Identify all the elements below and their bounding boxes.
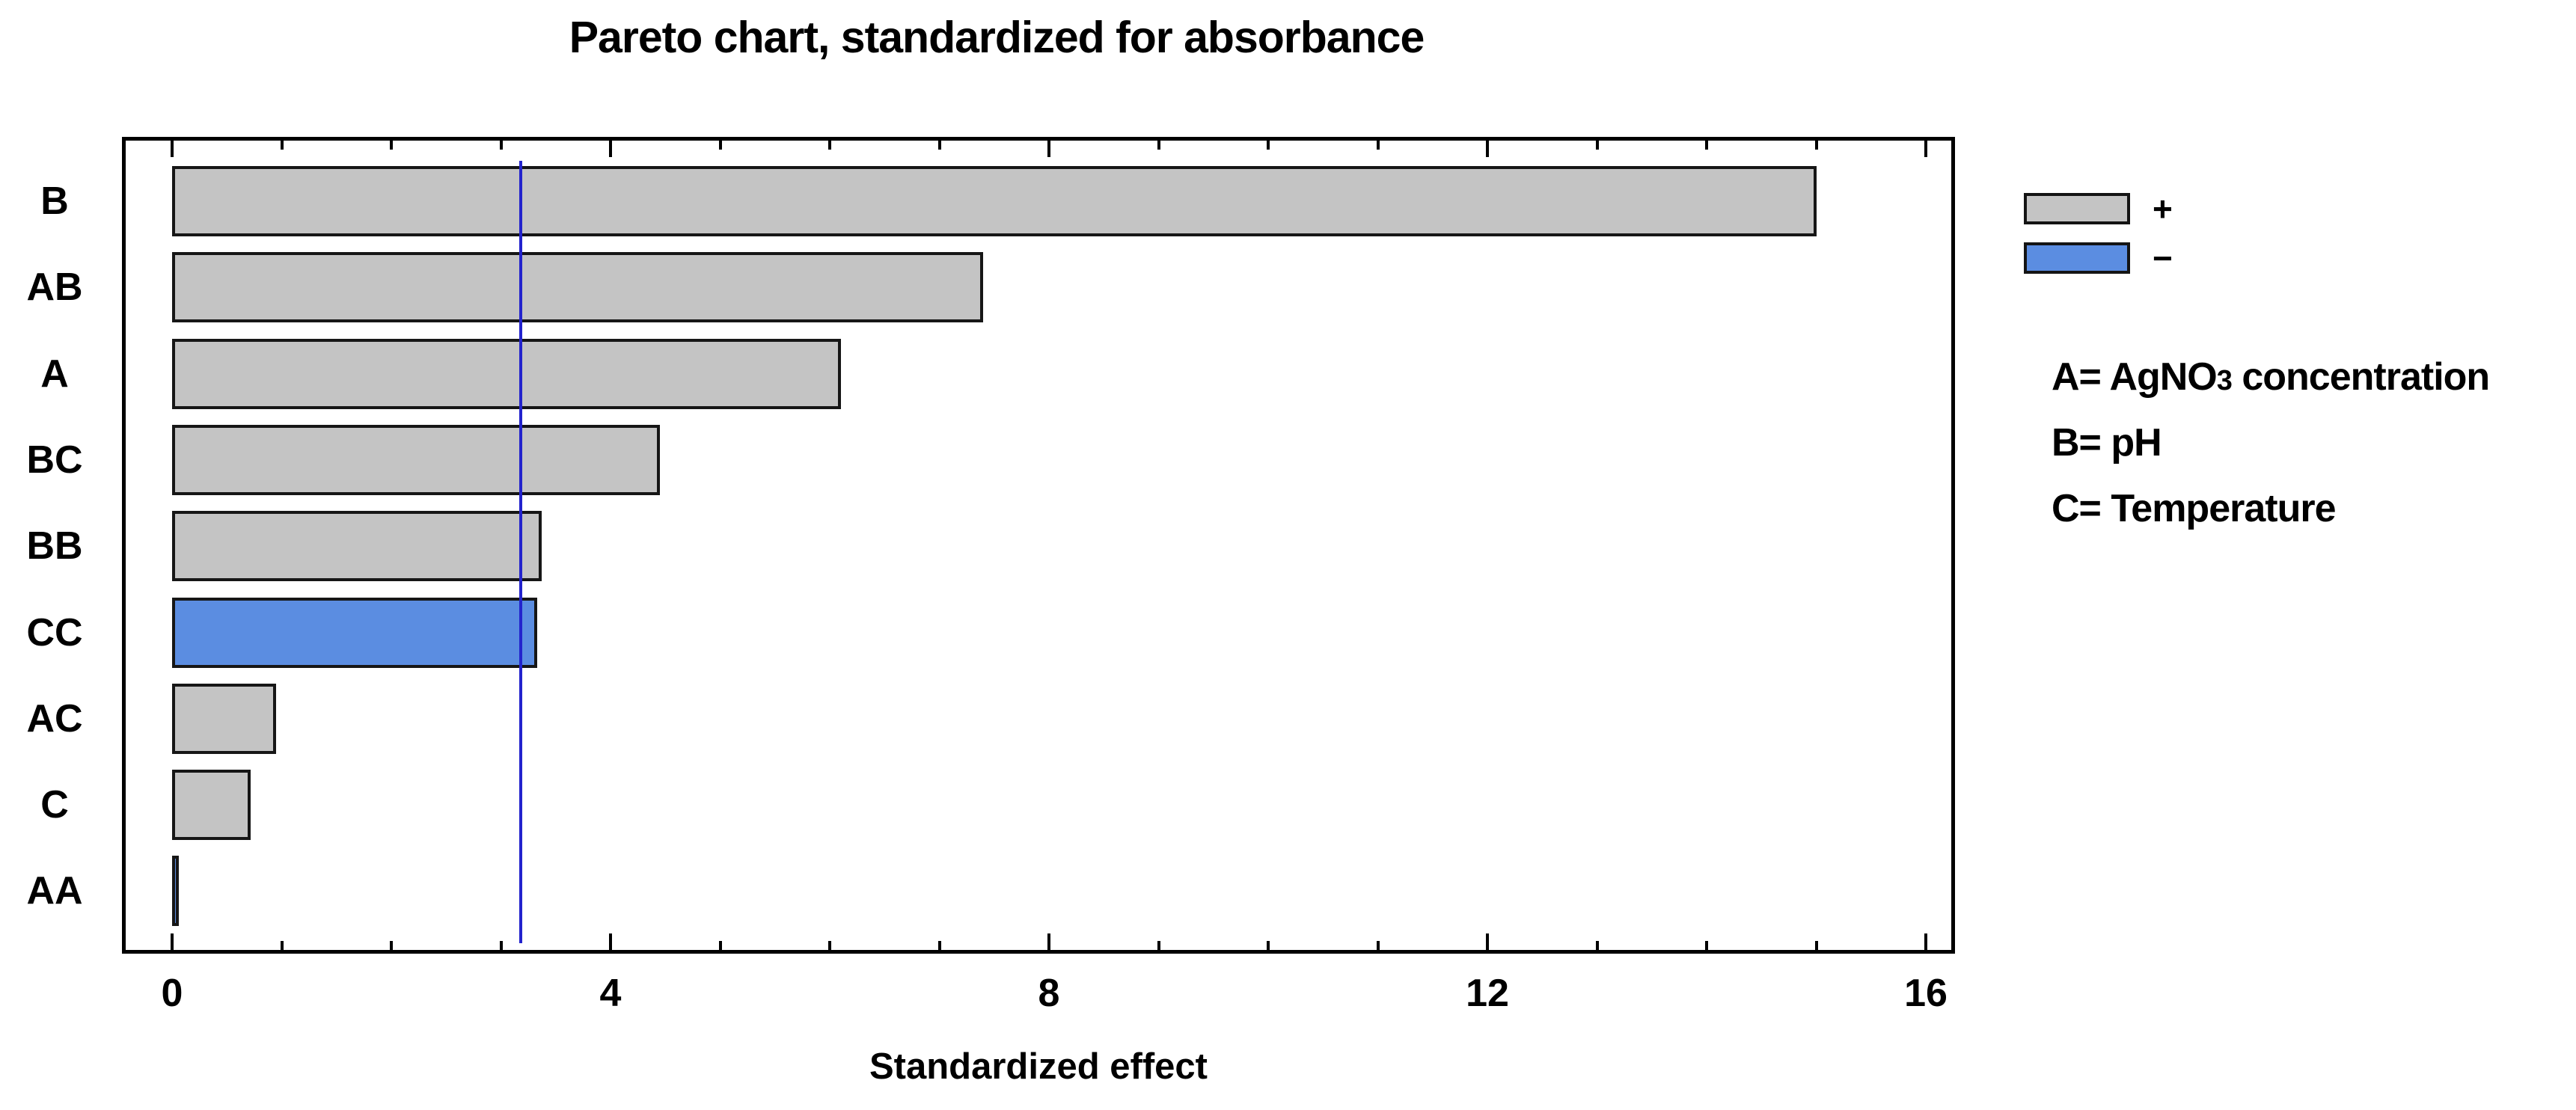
x-minor-tick [718, 141, 722, 150]
critical-value-line [518, 161, 522, 943]
x-major-tick [1486, 141, 1489, 157]
factor-key-b: B= pH [2052, 421, 2162, 464]
x-minor-tick [937, 941, 941, 950]
x-minor-tick [1814, 941, 1818, 950]
x-minor-tick [1705, 941, 1708, 950]
x-minor-tick [1157, 141, 1160, 150]
x-major-tick [1047, 141, 1050, 157]
x-minor-tick [1595, 941, 1599, 950]
x-axis-title: Standardized effect [869, 1046, 1208, 1087]
x-minor-tick [1595, 141, 1599, 150]
y-category-label-C: C [40, 783, 69, 827]
x-tick-label: 16 [1904, 972, 1948, 1015]
chart-title: Pareto chart, standardized for absorbanc… [569, 13, 1425, 62]
bar-BB [172, 511, 542, 582]
factor-a-subscript: 3 [2216, 365, 2233, 396]
legend-item-positive: + [2024, 189, 2173, 228]
x-minor-tick [499, 141, 503, 150]
minus-sign-label: − [2153, 239, 2173, 278]
bar-BC [172, 424, 660, 495]
y-category-label-A: A [40, 352, 69, 396]
x-minor-tick [718, 941, 722, 950]
x-major-tick [1486, 933, 1489, 950]
x-minor-tick [1814, 141, 1818, 150]
y-category-label-BC: BC [26, 438, 83, 482]
x-minor-tick [1376, 941, 1380, 950]
bar-AA [172, 856, 179, 927]
x-minor-tick [1157, 941, 1160, 950]
x-tick-label: 0 [161, 972, 183, 1015]
x-major-tick [1047, 933, 1050, 950]
x-major-tick [609, 933, 612, 950]
x-major-tick [171, 141, 174, 157]
bar-A [172, 338, 841, 409]
factor-a-suffix: concentration [2231, 355, 2490, 399]
y-category-label-AA: AA [26, 869, 83, 913]
x-major-tick [1924, 141, 1927, 157]
y-category-label-AC: AC [26, 696, 83, 740]
x-minor-tick [390, 141, 393, 150]
plus-sign-label: + [2153, 189, 2173, 228]
y-category-label-AB: AB [26, 266, 83, 310]
bar-B [172, 166, 1817, 236]
x-minor-tick [280, 941, 284, 950]
x-minor-tick [1267, 141, 1270, 150]
x-tick-label: 4 [599, 972, 622, 1015]
x-minor-tick [1376, 141, 1380, 150]
positive-effect-swatch [2024, 193, 2130, 224]
bar-CC [172, 597, 537, 668]
x-minor-tick [1705, 141, 1708, 150]
x-minor-tick [828, 141, 831, 150]
factor-key-c: C= Temperature [2052, 487, 2337, 530]
x-minor-tick [828, 941, 831, 950]
x-minor-tick [937, 141, 941, 150]
factor-key-a: A= AgNO3 concentration [2052, 355, 2490, 399]
y-category-label-BB: BB [26, 524, 83, 568]
factor-a-prefix: A= AgNO [2052, 355, 2218, 399]
x-minor-tick [390, 941, 393, 950]
legend-item-negative: − [2024, 239, 2173, 278]
y-category-label-B: B [40, 180, 69, 223]
bar-AC [172, 683, 277, 754]
x-minor-tick [1267, 941, 1270, 950]
x-minor-tick [280, 141, 284, 150]
x-major-tick [1924, 933, 1927, 950]
plot-area [122, 137, 1955, 954]
x-tick-label: 12 [1466, 972, 1509, 1015]
bar-AB [172, 252, 984, 323]
x-major-tick [171, 933, 174, 950]
y-category-label-CC: CC [26, 610, 83, 654]
x-tick-label: 8 [1038, 972, 1060, 1015]
x-minor-tick [499, 941, 503, 950]
negative-effect-swatch [2024, 242, 2130, 274]
x-major-tick [609, 141, 612, 157]
bar-C [172, 770, 251, 841]
